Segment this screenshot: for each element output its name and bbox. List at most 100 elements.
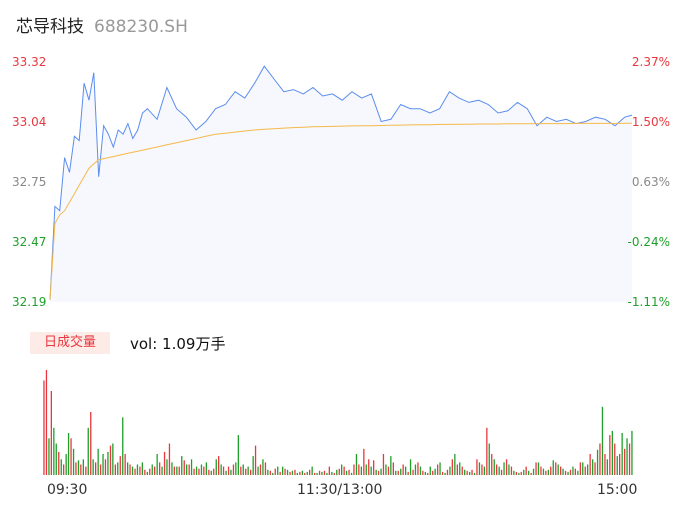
y-tick-right: 1.50% [631, 115, 670, 129]
volume-badge[interactable]: 日成交量 [30, 332, 110, 354]
volume-bar [230, 469, 232, 476]
volume-bar [486, 427, 488, 476]
volume-bar [358, 464, 360, 475]
volume-bar [461, 466, 463, 475]
volume-bar [240, 466, 242, 475]
volume-bar [225, 470, 227, 475]
volume-bar [136, 464, 139, 475]
volume-bar [70, 438, 72, 476]
volume-bar [210, 470, 212, 475]
volume-bar [631, 430, 633, 475]
y-tick-left: 33.32 [12, 55, 47, 69]
volume-bar [107, 451, 109, 475]
volume-bar [500, 469, 503, 476]
volume-bar [144, 469, 146, 476]
volume-bar [542, 468, 545, 475]
volume-bar [582, 462, 584, 475]
volume-bar [306, 471, 308, 475]
volume-bar [360, 466, 362, 475]
volume-bar [619, 454, 621, 475]
volume-bar [82, 459, 84, 476]
volume-bar [540, 466, 542, 475]
volume-bar [92, 459, 94, 476]
volume-bar [449, 466, 451, 475]
volume-bar [478, 462, 481, 475]
x-tick: 11:30/13:00 [297, 482, 383, 498]
volume-bar [245, 468, 247, 475]
volume-bar [67, 433, 70, 475]
volume-bar [48, 438, 50, 476]
volume-bar [316, 472, 318, 475]
volume-bar [159, 462, 161, 475]
volume-bar [537, 462, 540, 475]
volume-bar [314, 472, 316, 475]
volume-bar [569, 469, 572, 476]
volume-bar [518, 472, 520, 475]
volume-bar [299, 471, 301, 475]
volume-bar [606, 459, 608, 476]
volume-bar [311, 466, 313, 475]
volume-bar [370, 466, 372, 475]
volume-bar [129, 464, 131, 475]
volume-bar [476, 459, 478, 476]
volume-bar [451, 459, 453, 476]
volume-bar [515, 471, 517, 475]
volume-bar [333, 472, 335, 475]
volume-bar [616, 456, 618, 475]
volume-bar [205, 462, 207, 475]
volume-bar [557, 464, 559, 475]
stock-code: 688230.SH [94, 17, 188, 37]
volume-bar [611, 430, 613, 475]
volume-bar [326, 472, 328, 475]
y-tick-right: 0.63% [631, 175, 670, 189]
volume-bar [454, 454, 456, 475]
volume-bar [222, 466, 225, 475]
volume-bar [176, 466, 178, 475]
volume-bar [532, 468, 535, 475]
volume-bar [72, 448, 75, 476]
volume-bar [119, 456, 121, 475]
volume-bar [375, 469, 377, 476]
volume-bar [483, 466, 485, 475]
volume-bar [407, 471, 409, 475]
volume-bar [289, 471, 291, 475]
volume-bar [181, 456, 183, 475]
volume-bar [269, 470, 271, 475]
volume-bar [373, 460, 375, 475]
volume-bar [382, 454, 385, 475]
volume-bar [395, 470, 397, 475]
volume-bar [166, 459, 168, 476]
volume-bar [414, 464, 417, 475]
volume-bar [321, 471, 323, 475]
volume-bar [488, 443, 490, 475]
volume-readout: vol: 1.09万手 [130, 335, 226, 353]
volume-bar [464, 469, 466, 476]
volume-bar [277, 466, 279, 475]
volume-bar [90, 412, 92, 475]
price-area [50, 66, 632, 302]
volume-bar [220, 464, 222, 475]
y-tick-left: 32.19 [12, 295, 47, 309]
volume-bar [377, 470, 380, 475]
volume-bar [232, 464, 235, 475]
volume-bar [439, 462, 441, 475]
x-tick: 09:30 [47, 482, 88, 498]
volume-bar [203, 466, 205, 475]
volume-bar [215, 459, 217, 476]
volume-bar [498, 466, 500, 475]
volume-bar [419, 466, 422, 475]
volume-bar [409, 459, 412, 476]
volume-bar [102, 454, 104, 475]
volume-bar [387, 466, 390, 475]
volume-bar [336, 469, 338, 476]
price-line [49, 65, 633, 300]
volume-bar [99, 464, 102, 475]
volume-bar [417, 462, 419, 475]
volume-bar [550, 466, 552, 475]
volume-bar [547, 469, 549, 476]
volume-bar [188, 464, 190, 475]
y-tick-left: 32.75 [12, 175, 47, 189]
volume-bar [274, 468, 276, 475]
volume-bar [368, 459, 370, 476]
stock-title: 芯导科技 688230.SH [16, 12, 188, 37]
